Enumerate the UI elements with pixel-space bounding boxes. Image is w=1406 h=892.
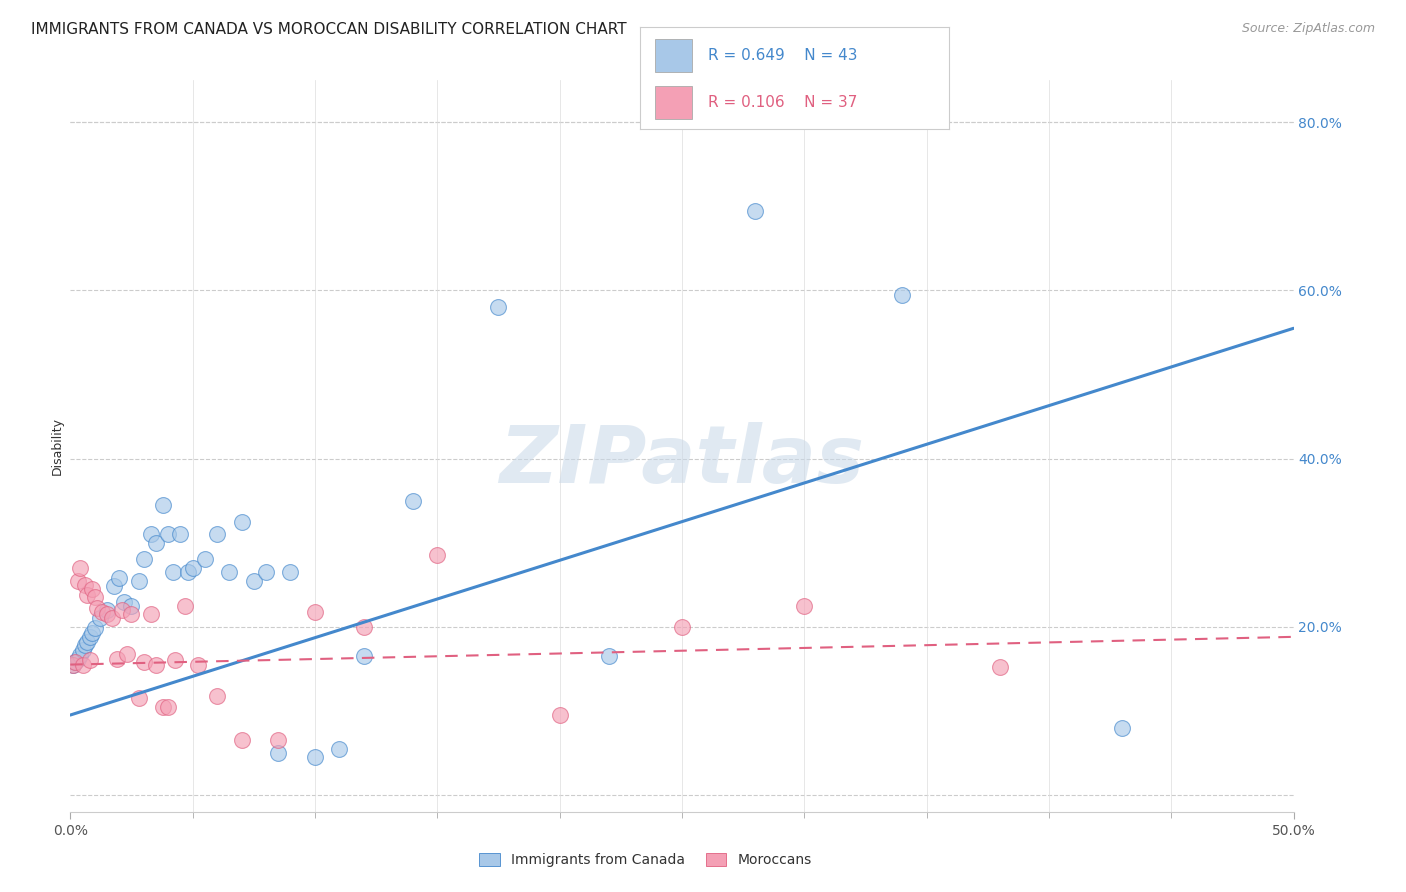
- FancyBboxPatch shape: [655, 39, 692, 72]
- Text: R = 0.649    N = 43: R = 0.649 N = 43: [707, 48, 858, 63]
- Point: [132, 655, 155, 669]
- Point: [83, 591, 105, 605]
- Point: [488, 300, 510, 314]
- Point: [304, 605, 326, 619]
- Point: [205, 527, 228, 541]
- Point: [82, 582, 104, 596]
- Point: [69, 648, 91, 662]
- Point: [72, 643, 94, 657]
- Point: [111, 603, 134, 617]
- Point: [103, 579, 125, 593]
- Point: [139, 607, 162, 622]
- Point: [96, 607, 118, 622]
- Text: Source: ZipAtlas.com: Source: ZipAtlas.com: [1241, 22, 1375, 36]
- Point: [157, 527, 180, 541]
- Y-axis label: Disability: Disability: [51, 417, 63, 475]
- Point: [231, 733, 253, 747]
- Point: [328, 741, 350, 756]
- Text: R = 0.106    N = 37: R = 0.106 N = 37: [707, 95, 858, 111]
- FancyBboxPatch shape: [655, 87, 692, 119]
- Point: [671, 620, 693, 634]
- Point: [73, 638, 96, 652]
- Point: [108, 571, 131, 585]
- Point: [353, 649, 375, 664]
- Point: [86, 601, 108, 615]
- Point: [205, 689, 228, 703]
- Point: [89, 611, 111, 625]
- Point: [63, 655, 86, 669]
- Point: [157, 699, 180, 714]
- Text: ZIPatlas: ZIPatlas: [499, 422, 865, 500]
- Point: [598, 649, 620, 664]
- Point: [165, 653, 187, 667]
- Point: [62, 657, 84, 672]
- Point: [82, 626, 104, 640]
- Point: [1111, 721, 1133, 735]
- Point: [548, 708, 571, 723]
- Point: [426, 549, 449, 563]
- Point: [66, 574, 89, 588]
- Point: [744, 203, 766, 218]
- Point: [79, 653, 101, 667]
- Legend: Immigrants from Canada, Moroccans: Immigrants from Canada, Moroccans: [472, 847, 818, 874]
- Point: [280, 565, 302, 579]
- Point: [63, 655, 86, 669]
- Point: [101, 611, 124, 625]
- Point: [73, 578, 96, 592]
- Point: [174, 599, 197, 613]
- Point: [83, 622, 105, 636]
- Point: [267, 733, 290, 747]
- Point: [267, 746, 290, 760]
- Point: [128, 691, 150, 706]
- Point: [177, 565, 200, 579]
- Point: [152, 699, 174, 714]
- Point: [254, 565, 277, 579]
- Point: [793, 599, 815, 613]
- Point: [218, 565, 240, 579]
- Point: [988, 660, 1011, 674]
- Point: [128, 574, 150, 588]
- Point: [96, 603, 118, 617]
- Point: [194, 552, 217, 566]
- Point: [145, 535, 167, 549]
- Point: [162, 565, 184, 579]
- Point: [169, 527, 191, 541]
- Point: [145, 657, 167, 672]
- Point: [79, 630, 101, 644]
- Point: [121, 599, 143, 613]
- Point: [72, 657, 94, 672]
- Text: IMMIGRANTS FROM CANADA VS MOROCCAN DISABILITY CORRELATION CHART: IMMIGRANTS FROM CANADA VS MOROCCAN DISAB…: [31, 22, 627, 37]
- Point: [62, 657, 84, 672]
- Point: [69, 561, 91, 575]
- Point: [139, 527, 162, 541]
- Point: [112, 594, 135, 608]
- Point: [66, 651, 89, 665]
- Point: [186, 657, 208, 672]
- Point: [891, 287, 914, 301]
- Point: [152, 498, 174, 512]
- Point: [76, 635, 98, 649]
- Point: [231, 515, 253, 529]
- Point: [243, 574, 266, 588]
- Point: [132, 552, 155, 566]
- Point: [105, 651, 128, 665]
- Point: [91, 605, 114, 619]
- Point: [181, 561, 204, 575]
- Point: [115, 647, 138, 661]
- Point: [353, 620, 375, 634]
- Point: [121, 607, 143, 622]
- Point: [76, 588, 98, 602]
- Point: [402, 493, 425, 508]
- Point: [304, 750, 326, 764]
